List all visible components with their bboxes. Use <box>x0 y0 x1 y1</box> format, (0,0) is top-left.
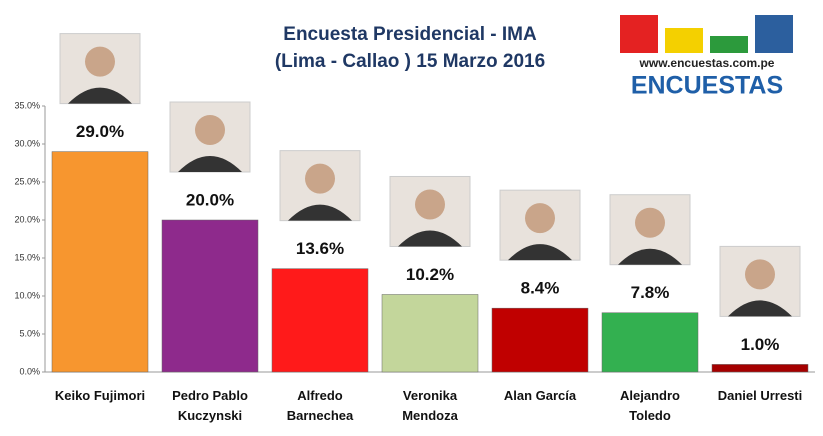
x-tick-label: Keiko Fujimori <box>54 388 146 403</box>
y-tick-label: 20.0% <box>14 214 40 224</box>
photo-face <box>415 189 445 220</box>
logo-url: www.encuestas.com.pe <box>639 56 775 70</box>
x-tick-label: Daniel Urresti <box>717 388 803 403</box>
value-label: 13.6% <box>296 239 344 258</box>
photo-body <box>618 248 682 265</box>
value-label: 10.2% <box>406 265 454 284</box>
bar <box>711 364 809 373</box>
logo-name: ENCUESTAS <box>631 72 783 100</box>
y-tick-label: 5.0% <box>19 328 40 338</box>
value-label: 20.0% <box>186 190 234 209</box>
x-tick-label: Alfredo Barnechea <box>286 388 354 423</box>
bar <box>381 294 479 373</box>
photo-body <box>508 244 572 261</box>
value-label: 7.8% <box>631 283 670 302</box>
value-label: 8.4% <box>521 279 560 298</box>
y-tick-label: 25.0% <box>14 176 40 186</box>
bar <box>51 151 149 373</box>
photo-body <box>288 204 352 221</box>
x-tick-label: Alejandro Toledo <box>620 388 680 423</box>
bar <box>491 307 589 373</box>
bar <box>601 312 699 373</box>
y-tick-label: 0.0% <box>19 366 40 376</box>
photo-body <box>68 87 132 104</box>
photo-body <box>398 230 462 247</box>
chart-subtitle: (Lima - Callao ) 15 Marzo 2016 <box>275 51 545 72</box>
value-label: 1.0% <box>741 335 780 354</box>
photo-face <box>745 259 775 290</box>
chart-title: Encuesta Presidencial - IMA <box>283 24 537 45</box>
bar <box>161 219 259 373</box>
x-tick-label: Alan García <box>503 388 577 403</box>
logo: www.encuestas.com.pe ENCUESTAS <box>620 15 793 100</box>
photo-face <box>525 203 555 234</box>
photo-face <box>195 115 225 145</box>
photo-body <box>178 156 242 172</box>
bar <box>271 268 369 373</box>
photo-face <box>635 207 665 238</box>
photo-body <box>728 300 792 317</box>
y-tick-label: 35.0% <box>14 100 40 110</box>
photo-face <box>305 163 335 194</box>
photo-face <box>85 46 115 77</box>
x-tick-label: Pedro Pablo Kuczynski <box>172 388 248 423</box>
y-tick-label: 15.0% <box>14 252 40 262</box>
value-label: 29.0% <box>76 122 124 141</box>
y-tick-label: 10.0% <box>14 290 40 300</box>
y-tick-label: 30.0% <box>14 138 40 148</box>
x-tick-label: Veronika Mendoza <box>402 388 458 423</box>
